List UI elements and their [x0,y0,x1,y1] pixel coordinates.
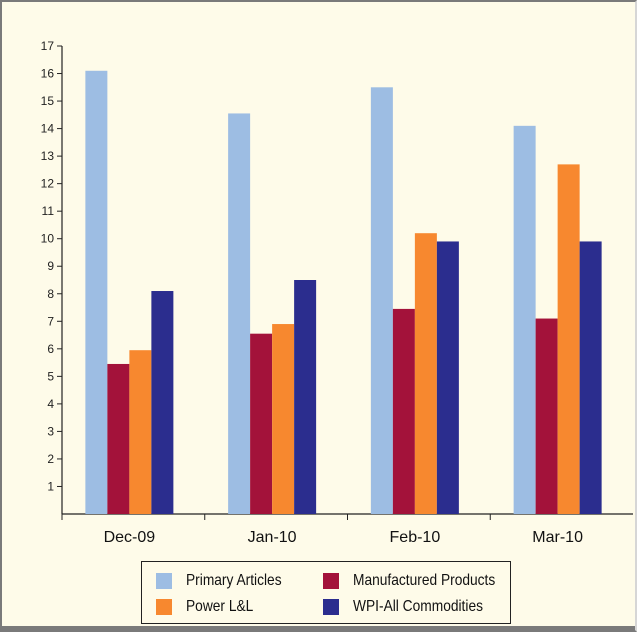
y-tick-label: 8 [47,287,54,301]
y-tick-label: 1 [47,479,54,493]
bottom-border-band [2,626,635,632]
bar-power-l-l-jan-10 [272,324,295,514]
x-axis: Dec-09 Jan-10 Feb-10 Mar-10 [61,513,633,546]
y-tick-label: 15 [41,94,55,108]
bar-manufactured-products-dec-09 [107,363,130,514]
bar-primary-articles-feb-10 [370,87,393,514]
legend: Primary Articles Manufactured Products P… [141,561,511,624]
bar-manufactured-products-jan-10 [250,333,273,514]
y-tick-label: 11 [42,204,55,218]
y-tick-label: 13 [41,149,55,163]
y-tick-label: 5 [47,369,54,383]
y-tick-label: 16 [41,67,55,81]
bar-wpi-all-commodities-mar-10 [579,241,602,515]
bar-primary-articles-dec-09 [85,70,108,514]
bar-manufactured-products-mar-10 [535,318,558,514]
y-tick-label: 3 [47,424,54,438]
x-category-label: Jan-10 [248,529,297,546]
bar-power-l-l-feb-10 [414,233,437,514]
legend-swatch-manufactured-products [323,573,339,589]
legend-item-wpi-all-commodities: WPI-All Commodities [323,598,504,616]
y-tick-label: 9 [47,259,54,273]
x-category-label: Mar-10 [532,529,583,546]
legend-swatch-wpi-all-commodities [323,599,339,615]
legend-label: Manufactured Products [353,572,496,589]
y-tick-label: 4 [47,397,54,411]
legend-item-primary-articles: Primary Articles [156,572,297,590]
bar-manufactured-products-feb-10 [392,308,415,514]
bar-primary-articles-jan-10 [228,113,251,515]
bars [85,70,602,515]
y-tick-label: 17 [41,39,55,53]
y-tick-label: 6 [47,342,54,356]
bar-primary-articles-mar-10 [513,125,536,514]
y-tick-label: 12 [41,177,55,191]
bar-wpi-all-commodities-jan-10 [294,280,317,514]
bar-power-l-l-mar-10 [557,164,580,514]
y-tick-label: 7 [47,314,54,328]
x-category-label: Feb-10 [390,529,441,546]
legend-label: WPI-All Commodities [353,598,483,615]
legend-label: Power L&L [186,598,254,615]
legend-item-power-ll: Power L&L [156,598,264,616]
bar-power-l-l-dec-09 [129,350,152,514]
bar-wpi-all-commodities-feb-10 [436,241,459,515]
x-category-label: Dec-09 [104,529,156,546]
y-tick-label: 10 [41,232,55,246]
y-tick-label: 2 [47,452,54,466]
legend-swatch-power-ll [156,599,172,615]
legend-swatch-primary-articles [156,573,172,589]
legend-item-manufactured-products: Manufactured Products [323,572,518,590]
bar-wpi-all-commodities-dec-09 [151,291,174,514]
legend-label: Primary Articles [186,572,282,589]
y-tick-label: 14 [41,122,55,136]
